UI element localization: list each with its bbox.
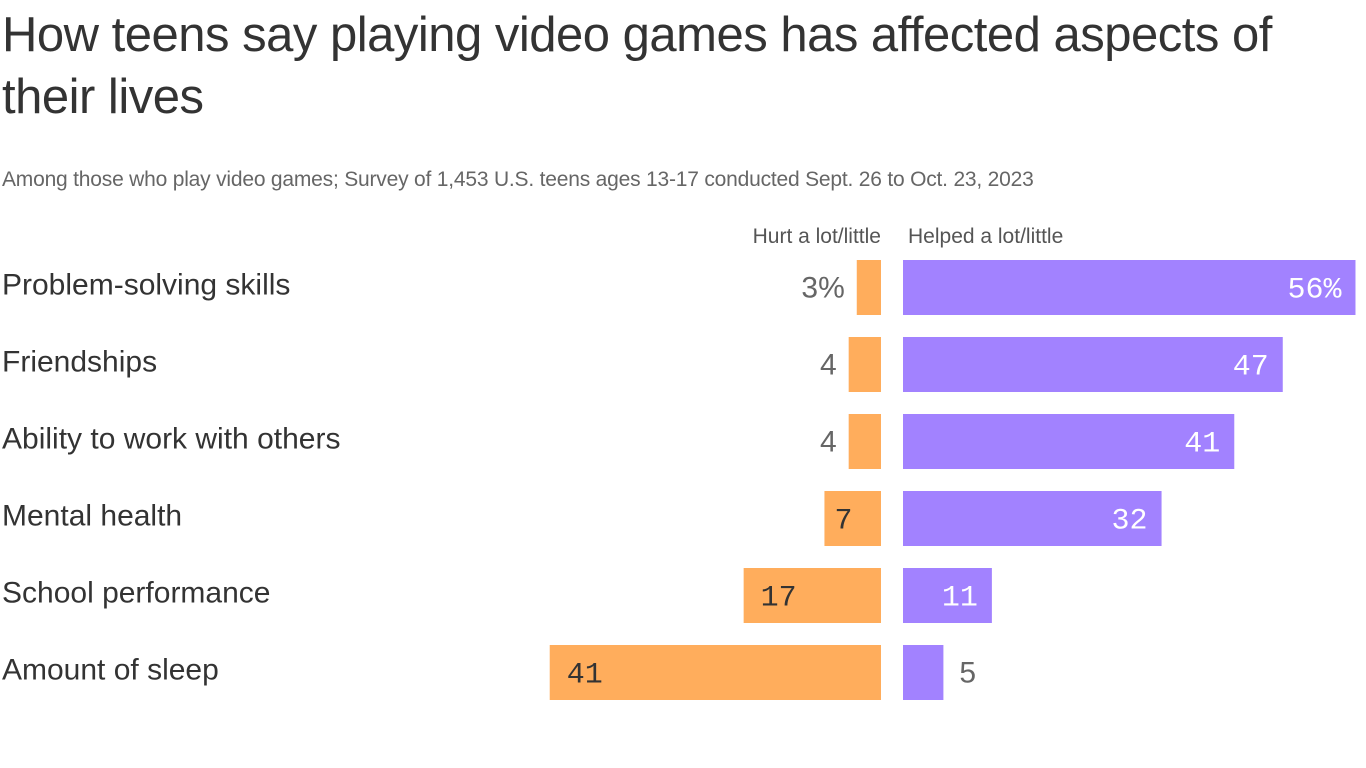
- bar-helped: [903, 337, 1283, 392]
- data-label-hurt: 41: [567, 659, 603, 693]
- data-label-helped: 5: [959, 657, 976, 690]
- data-label-hurt: 7: [834, 505, 852, 539]
- data-label-helped: 11: [942, 582, 978, 616]
- data-label-helped: 47: [1233, 351, 1269, 385]
- data-label-helped: 32: [1112, 505, 1148, 539]
- data-label-helped: 41: [1184, 428, 1220, 462]
- category-label: Problem-solving skills: [2, 269, 290, 302]
- data-label-hurt: 17: [761, 582, 797, 616]
- legend-hurt: Hurt a lot/little: [753, 225, 881, 248]
- bar-hurt: [824, 491, 881, 546]
- category-label: Amount of sleep: [2, 654, 219, 687]
- bar-helped: [903, 414, 1235, 469]
- bar-helped: [903, 260, 1356, 315]
- bar-hurt: [848, 337, 881, 392]
- category-label: School performance: [2, 577, 270, 610]
- bar-hurt: [848, 414, 881, 469]
- data-label-hurt: 4: [820, 426, 837, 459]
- chart-title: How teens say playing video games has af…: [2, 8, 1272, 124]
- bar-helped: [903, 491, 1162, 546]
- bar-hurt: [549, 645, 881, 700]
- bar-helped: [903, 568, 992, 623]
- data-label-hurt: 4: [820, 349, 837, 382]
- data-label-hurt: 3%: [801, 272, 844, 305]
- bar-hurt: [743, 568, 881, 623]
- bar-helped: [903, 645, 944, 700]
- category-label: Mental health: [2, 500, 182, 533]
- bar-hurt: [856, 260, 881, 315]
- category-label: Ability to work with others: [2, 423, 340, 456]
- data-label-helped: 56%: [1287, 274, 1342, 308]
- chart-subtitle: Among those who play video games; Survey…: [2, 168, 1034, 191]
- legend-helped: Helped a lot/little: [908, 225, 1063, 248]
- category-label: Friendships: [2, 346, 157, 379]
